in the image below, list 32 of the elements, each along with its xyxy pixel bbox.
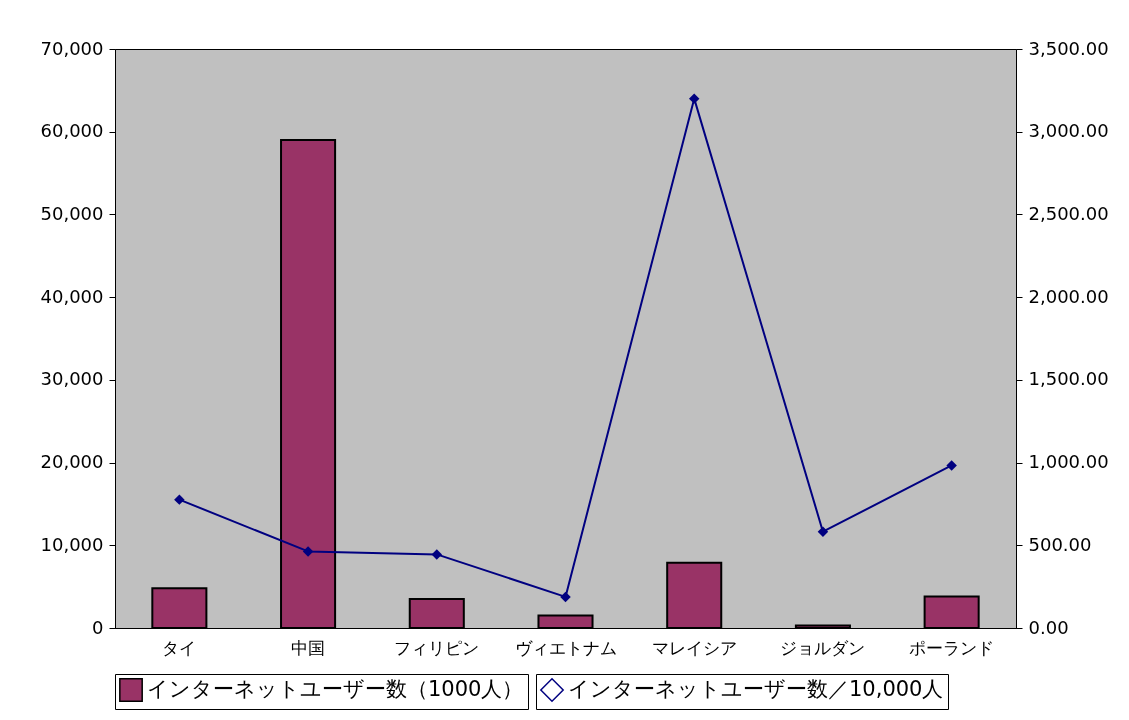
x-tick-label: マレイシア [651, 637, 737, 658]
y2-tick-label: 1,500.00 [1028, 368, 1109, 390]
legend-label: インターネットユーザー数（1000人） [147, 677, 524, 701]
y-tick-label: 60,000 [40, 120, 104, 142]
y2-tick-label: 3,500.00 [1028, 37, 1109, 59]
point [174, 494, 185, 505]
y-tick-label: 40,000 [40, 285, 104, 307]
point [688, 93, 700, 104]
y2-tick-label: 500.00 [1028, 533, 1092, 555]
y-tick-label: 0 [92, 616, 104, 638]
x-tick-label: ヴィエトナム [514, 637, 617, 658]
x-tick-label: フィリピン [394, 637, 480, 658]
x-tick-label: タイ [162, 637, 197, 658]
point [817, 526, 829, 537]
x-tick-label: 中国 [291, 637, 326, 658]
y-tick-label: 50,000 [40, 202, 104, 224]
point [946, 460, 957, 471]
y-tick-label: 30,000 [40, 368, 104, 390]
y2-tick-label: 2,000.00 [1028, 285, 1109, 307]
point [560, 591, 571, 603]
y2-tick-label: 0.00 [1028, 616, 1069, 638]
y2-tick-label: 3,000.00 [1028, 120, 1109, 142]
y-tick-label: 20,000 [40, 451, 104, 473]
point [431, 549, 443, 560]
legend-label: インターネットユーザー数／10,000人 [568, 677, 944, 701]
y2-tick-label: 2,500.00 [1028, 202, 1109, 224]
x-tick-label: ジョルダン [780, 637, 866, 658]
y-tick-label: 70,000 [40, 37, 104, 59]
y2-tick-label: 1,000.00 [1028, 451, 1109, 473]
y-tick-label: 10,000 [40, 533, 104, 555]
point [302, 546, 314, 557]
x-tick-label: ポーランド [909, 637, 995, 658]
